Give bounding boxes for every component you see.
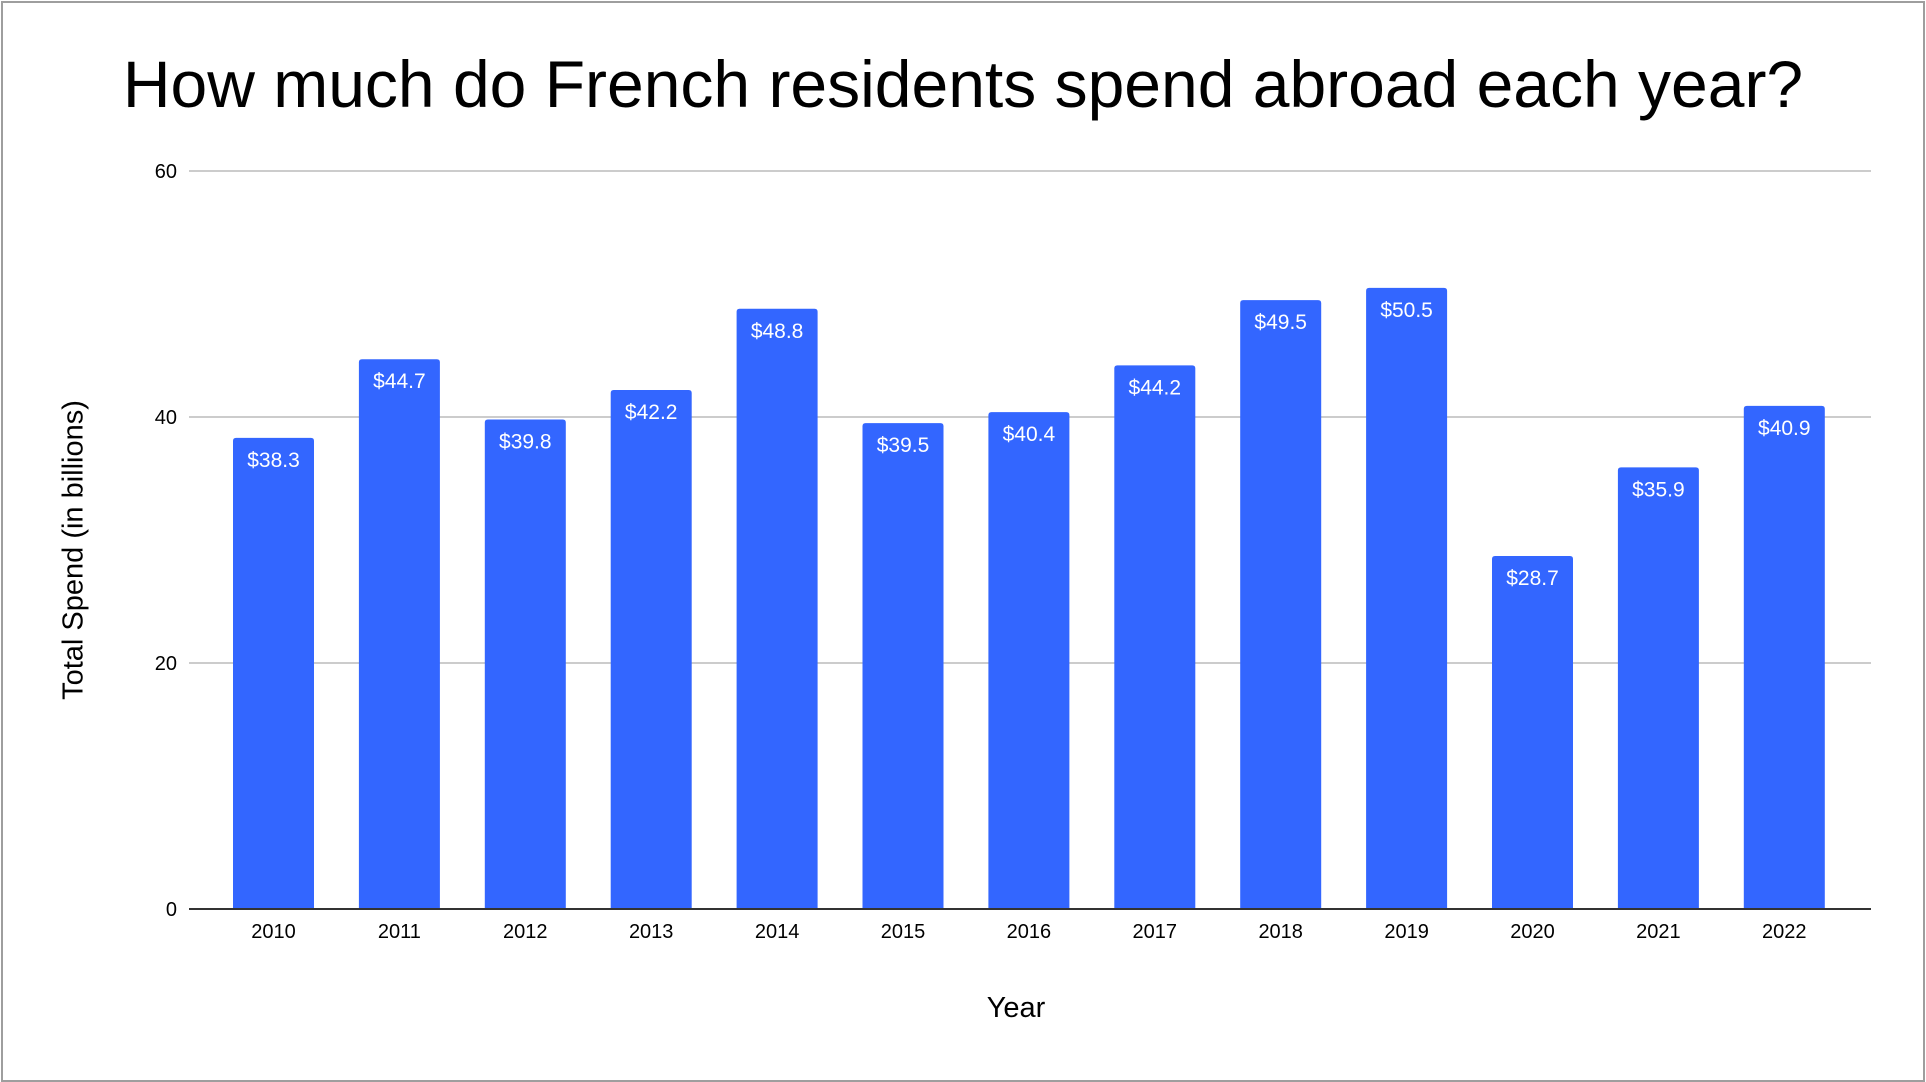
data-label: $42.2 <box>625 401 678 424</box>
bar <box>1743 405 1825 909</box>
x-axis-label: Year <box>986 992 1046 1024</box>
data-label: $48.8 <box>751 320 804 343</box>
y-tick-label: 20 <box>155 653 177 675</box>
bar <box>862 423 944 909</box>
chart-title: How much do French residents spend abroa… <box>122 47 1804 121</box>
data-label: $40.4 <box>1003 423 1056 446</box>
data-label: $39.5 <box>877 434 930 457</box>
bar <box>484 419 566 909</box>
x-tick-label: 2013 <box>629 921 674 943</box>
y-tick-label: 60 <box>155 161 177 183</box>
data-label: $40.9 <box>1758 417 1811 440</box>
bar <box>736 308 818 909</box>
x-tick-label: 2018 <box>1258 921 1303 943</box>
data-label: $35.9 <box>1632 478 1685 501</box>
x-tick-label: 2019 <box>1384 921 1429 943</box>
x-tick-label: 2015 <box>881 921 926 943</box>
x-tick-label: 2022 <box>1762 921 1807 943</box>
bar <box>1492 555 1573 909</box>
data-label: $38.3 <box>247 449 300 472</box>
data-label: $44.2 <box>1129 376 1182 399</box>
bar <box>610 389 692 909</box>
bar <box>1366 287 1448 910</box>
bar <box>1114 365 1196 910</box>
bar <box>233 437 314 909</box>
data-label: $28.7 <box>1506 567 1559 590</box>
x-tick-label: 2014 <box>755 921 800 943</box>
data-label: $49.5 <box>1254 311 1307 334</box>
x-tick-label: 2016 <box>1007 921 1052 943</box>
y-tick-label: 40 <box>155 407 177 429</box>
bar <box>988 412 1070 909</box>
y-tick-label: 0 <box>166 899 177 921</box>
data-label: $50.5 <box>1380 299 1433 322</box>
x-tick-label: 2020 <box>1510 921 1555 943</box>
bar <box>358 359 440 909</box>
data-label: $39.8 <box>499 430 552 453</box>
x-tick-label: 2010 <box>251 921 296 943</box>
x-tick-label: 2021 <box>1636 921 1681 943</box>
bar <box>1617 467 1699 909</box>
x-tick-label: 2011 <box>378 921 421 943</box>
data-label: $44.7 <box>373 370 426 393</box>
bar <box>1240 300 1322 909</box>
x-tick-label: 2012 <box>503 921 548 943</box>
x-tick-label: 2017 <box>1133 921 1178 943</box>
